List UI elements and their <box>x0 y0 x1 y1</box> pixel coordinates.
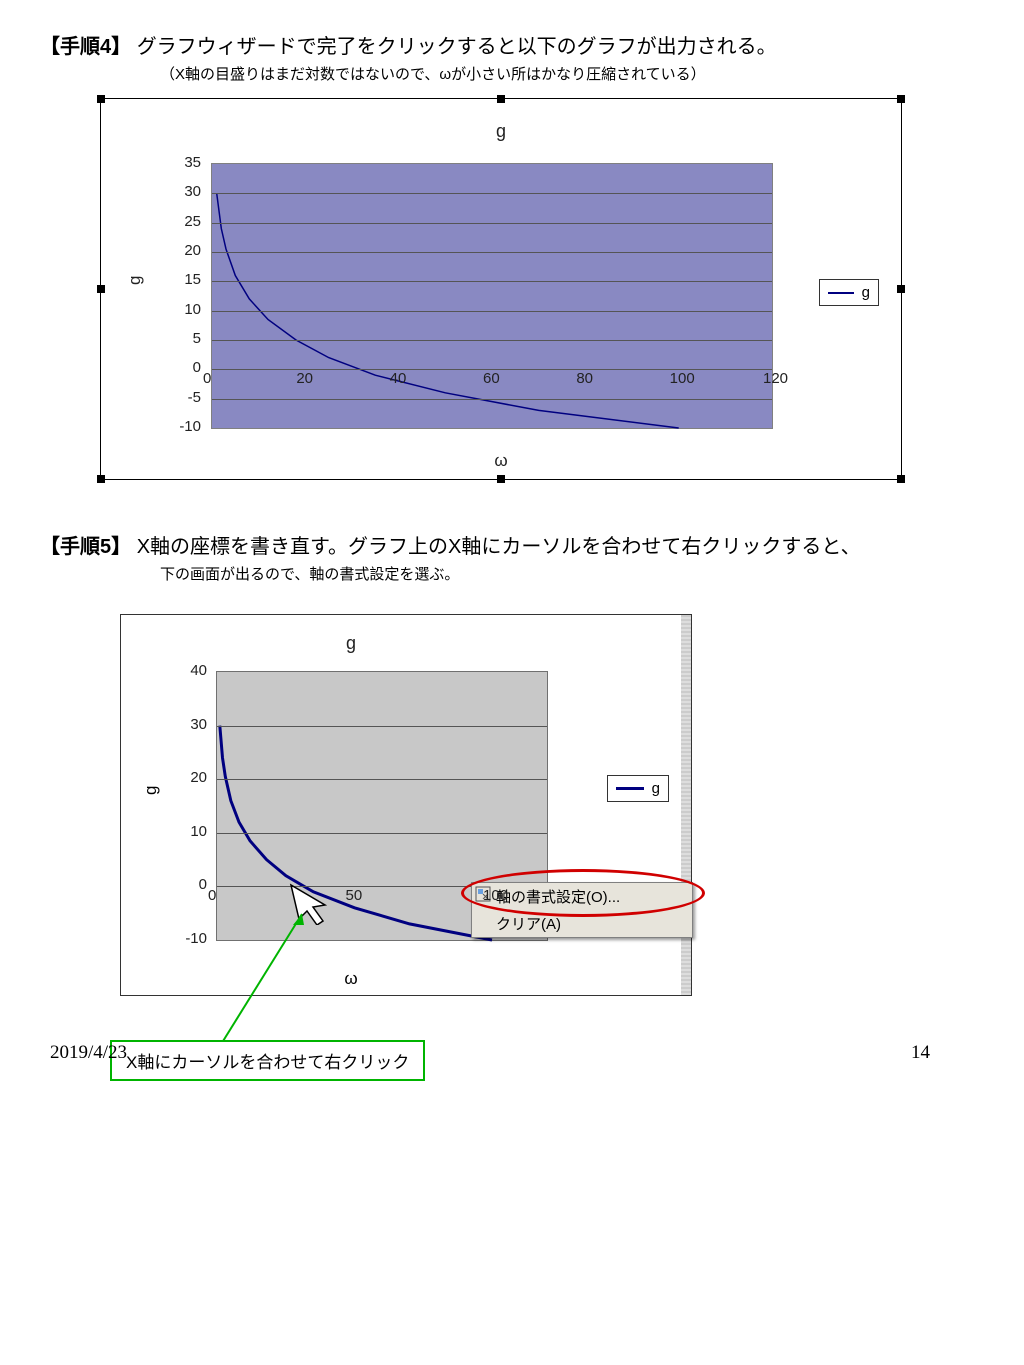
ytick: -5 <box>161 389 201 406</box>
ytick: 20 <box>161 242 201 259</box>
ytick: 35 <box>161 154 201 171</box>
selection-handle[interactable] <box>497 475 505 483</box>
menu-item-clear-label: クリア(A) <box>496 916 561 933</box>
selection-handle[interactable] <box>97 475 105 483</box>
selection-handle[interactable] <box>897 285 905 293</box>
selection-handle[interactable] <box>97 285 105 293</box>
chart2-legend[interactable]: g <box>607 775 669 802</box>
selection-handle[interactable] <box>897 475 905 483</box>
xtick: 100 <box>670 370 695 387</box>
chart1-plot-area[interactable] <box>211 163 773 429</box>
footer-date: 2019/4/23 <box>50 1042 127 1064</box>
chart1-legend[interactable]: g <box>819 279 879 306</box>
ytick: -10 <box>161 418 201 435</box>
xtick: 0 <box>203 370 211 387</box>
step4-subtext: （X軸の目盛りはまだ対数ではないので、ωが小さい所はかなり圧縮されている） <box>160 63 984 84</box>
legend-swatch <box>616 787 644 790</box>
chart2-frame[interactable]: g g ω g 軸の書式設定(O)... ク <box>120 614 692 996</box>
xtick: 60 <box>483 370 500 387</box>
menu-item-clear[interactable]: クリア(A) <box>472 910 692 937</box>
ytick: 40 <box>171 662 207 679</box>
footer-page: 14 <box>911 1042 930 1064</box>
chart2-legend-label: g <box>652 780 660 797</box>
ytick: 10 <box>171 823 207 840</box>
selection-handle[interactable] <box>897 95 905 103</box>
step4-marker: 【手順4】 <box>40 36 131 58</box>
chart2-ylabel: g <box>141 786 161 795</box>
step5-heading: 【手順5】 X軸の座標を書き直す。グラフ上のX軸にカーソルを合わせて右クリックす… <box>40 530 984 559</box>
chart1-ylabel: g <box>125 276 145 285</box>
ytick: 25 <box>161 213 201 230</box>
chart1-line <box>212 164 772 428</box>
ytick: 15 <box>161 271 201 288</box>
xtick: 0 <box>208 887 216 904</box>
chart1-xlabel: ω <box>101 451 901 471</box>
xtick: 20 <box>296 370 313 387</box>
xtick: 120 <box>763 370 788 387</box>
legend-swatch <box>828 292 854 294</box>
ytick: 0 <box>161 359 201 376</box>
step5-subtext: 下の画面が出るので、軸の書式設定を選ぶ。 <box>160 563 984 584</box>
xtick: 80 <box>576 370 593 387</box>
cursor-arrow-icon <box>287 881 331 925</box>
ytick: 0 <box>171 876 207 893</box>
chart2-title: g <box>121 633 581 654</box>
xtick: 50 <box>346 887 363 904</box>
ytick: -10 <box>171 930 207 947</box>
ytick: 10 <box>161 301 201 318</box>
ytick: 20 <box>171 769 207 786</box>
chart1-title: g <box>101 121 901 142</box>
scrollbar[interactable] <box>681 615 691 995</box>
step5-marker: 【手順5】 <box>40 536 131 558</box>
menu-item-axis-format-label: 軸の書式設定(O)... <box>496 889 620 906</box>
ytick: 30 <box>171 716 207 733</box>
xtick: 40 <box>390 370 407 387</box>
ytick: 5 <box>161 330 201 347</box>
step5-text: X軸の座標を書き直す。グラフ上のX軸にカーソルを合わせて右クリックすると、 <box>137 536 861 558</box>
ytick: 30 <box>161 183 201 200</box>
step4-heading: 【手順4】 グラフウィザードで完了をクリックすると以下のグラフが出力される。 <box>40 30 984 59</box>
selection-handle[interactable] <box>497 95 505 103</box>
chart2-xlabel: ω <box>121 969 581 989</box>
chart1-frame[interactable]: g g ω g -10-5051015202530350204060801001… <box>100 98 902 480</box>
chart1-legend-label: g <box>862 284 870 301</box>
selection-handle[interactable] <box>97 95 105 103</box>
step4-text: グラフウィザードで完了をクリックすると以下のグラフが出力される。 <box>137 36 777 58</box>
xtick: 100 <box>483 887 508 904</box>
